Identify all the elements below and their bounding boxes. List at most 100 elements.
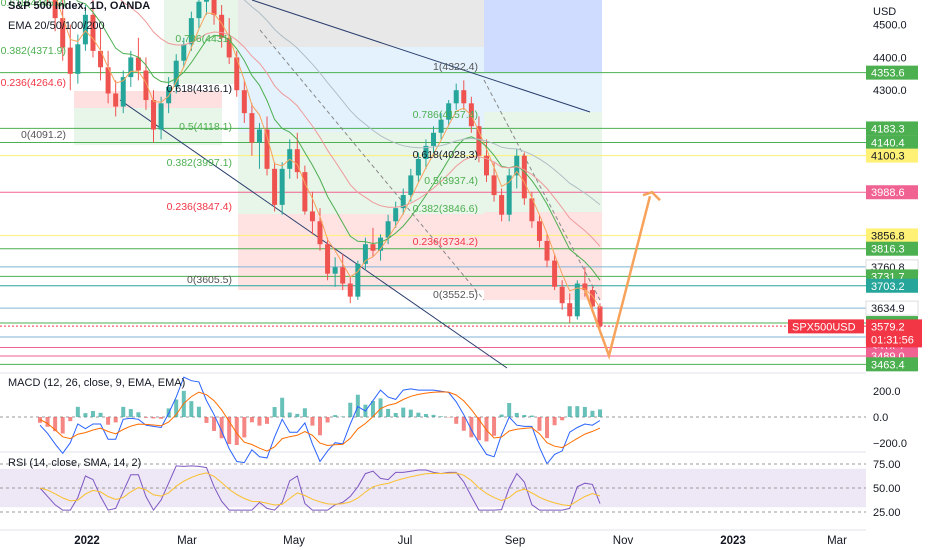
channel-lower-line[interactable] <box>119 99 508 369</box>
ema-line[interactable] <box>40 0 601 247</box>
price-level-badge[interactable]: 3988.6 <box>866 185 918 200</box>
candle[interactable] <box>332 257 338 287</box>
candle[interactable] <box>211 0 217 25</box>
candle[interactable] <box>105 50 111 104</box>
candle[interactable] <box>52 0 58 32</box>
candle[interactable] <box>438 113 444 140</box>
candle[interactable] <box>256 122 262 169</box>
price-level-badge[interactable]: 3816.3 <box>866 241 918 256</box>
candle[interactable] <box>423 139 429 169</box>
candle[interactable] <box>113 80 119 117</box>
candle[interactable] <box>370 227 376 258</box>
candle[interactable] <box>340 254 346 291</box>
candle[interactable] <box>446 100 452 127</box>
candle[interactable] <box>264 116 270 176</box>
price-level-badge[interactable]: 3703.2 <box>866 278 918 293</box>
candle[interactable] <box>203 0 209 15</box>
price-level-badge[interactable]: 3634.9 <box>865 300 919 316</box>
price-level-badge[interactable]: 4140.4 <box>866 135 918 150</box>
candle[interactable] <box>67 24 73 91</box>
candle[interactable] <box>173 54 179 94</box>
macd-legend[interactable]: MACD (12, 26, close, 9, EMA, EMA) <box>8 377 186 389</box>
candle[interactable] <box>415 152 421 182</box>
candle[interactable] <box>491 162 497 202</box>
macd-line[interactable] <box>39 376 601 465</box>
candle[interactable] <box>120 70 126 114</box>
rsi-sma-line[interactable] <box>39 472 601 507</box>
candle[interactable] <box>272 162 278 212</box>
price-level-badge[interactable]: 4100.3 <box>866 148 918 163</box>
macd-histogram-bar <box>340 416 345 417</box>
time-axis[interactable]: 2022 Mar May Jul Sep Nov 2023 Mar <box>74 535 847 547</box>
svg-text:3463.4: 3463.4 <box>871 359 905 371</box>
candle[interactable] <box>60 0 66 61</box>
fib-label: 1(4322.4) <box>433 61 478 73</box>
candle[interactable] <box>461 80 467 110</box>
macd-histogram-bar <box>53 417 58 432</box>
candle[interactable] <box>302 165 308 215</box>
channel-upper-line[interactable] <box>251 0 591 113</box>
candle[interactable] <box>347 276 353 304</box>
candle[interactable] <box>128 50 134 87</box>
ema-line[interactable] <box>40 0 601 206</box>
macd-histogram-bar <box>113 417 118 423</box>
candle[interactable] <box>400 188 406 215</box>
candle[interactable] <box>325 237 331 281</box>
candle[interactable] <box>574 280 580 320</box>
price-level-badge[interactable]: 3463.4 <box>866 357 918 372</box>
candle[interactable] <box>499 188 505 222</box>
candle[interactable] <box>75 34 81 84</box>
candle[interactable] <box>544 234 550 268</box>
candle[interactable] <box>559 280 565 310</box>
time-label: 2023 <box>720 535 746 547</box>
candle[interactable] <box>408 168 414 202</box>
macd-signal-line[interactable] <box>39 391 601 452</box>
current-price-badge[interactable]: 3579.201:31:56 <box>866 319 922 348</box>
candle[interactable] <box>552 254 558 291</box>
candle[interactable] <box>279 162 285 215</box>
price-level-badge[interactable]: 3856.8 <box>866 228 918 243</box>
time-label: 2022 <box>74 535 100 547</box>
candle[interactable] <box>317 208 323 251</box>
candle[interactable] <box>249 103 255 156</box>
projection-arrow[interactable] <box>583 190 661 360</box>
candle[interactable] <box>385 214 391 245</box>
candle[interactable] <box>241 80 247 123</box>
price-axis[interactable]: USD 4500.0 4400.0 4300.0 4353.6 4183.3 4140.4 4… <box>788 0 932 550</box>
rsi-line[interactable] <box>39 465 601 512</box>
candle[interactable] <box>506 168 512 222</box>
macd-histogram-bar <box>106 417 111 425</box>
countdown-timer: 01:31:56 <box>871 334 914 346</box>
rsi-legend[interactable]: RSI (14, close, SMA, 14, 2) <box>8 457 142 469</box>
candle[interactable] <box>196 0 202 28</box>
symbol-badge[interactable]: SPX500USD <box>788 319 864 334</box>
candle[interactable] <box>219 5 225 48</box>
candle[interactable] <box>393 201 399 228</box>
candle[interactable] <box>226 18 232 64</box>
rsi-tick: 25.00 <box>873 507 901 519</box>
dashed-trend-line <box>259 29 485 301</box>
candle[interactable] <box>188 11 194 51</box>
candle[interactable] <box>567 293 573 323</box>
candle[interactable] <box>135 37 141 81</box>
candle[interactable] <box>355 260 361 300</box>
candle[interactable] <box>362 237 368 271</box>
candle[interactable] <box>431 126 437 156</box>
candle[interactable] <box>151 90 157 143</box>
candle[interactable] <box>158 96 164 140</box>
ema-line[interactable] <box>40 0 601 309</box>
candle[interactable] <box>90 0 96 58</box>
candle[interactable] <box>98 27 104 81</box>
macd-histogram-bar <box>507 403 512 417</box>
candle[interactable] <box>181 37 187 68</box>
candle[interactable] <box>521 152 527 205</box>
price-level-badge[interactable]: 4353.6 <box>866 65 918 80</box>
price-level-badge[interactable]: 4183.3 <box>866 121 918 136</box>
macd-histogram-bar <box>83 413 88 417</box>
candle[interactable] <box>453 83 459 110</box>
candle[interactable] <box>82 5 88 51</box>
candle[interactable] <box>378 234 384 261</box>
candle[interactable] <box>536 214 542 248</box>
ema-legend[interactable]: EMA 20/50/100/200 <box>8 20 105 32</box>
